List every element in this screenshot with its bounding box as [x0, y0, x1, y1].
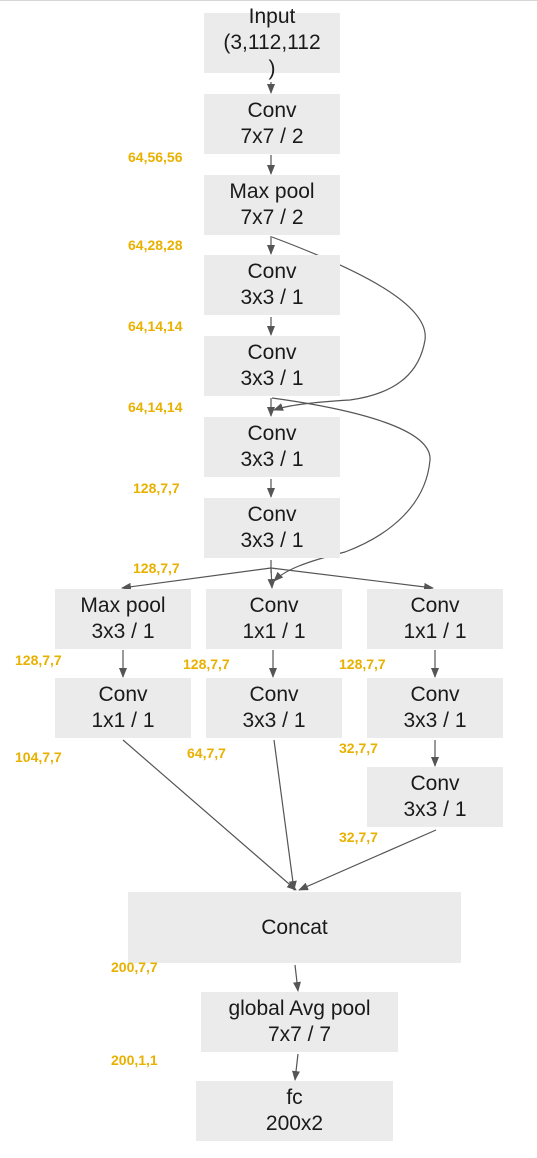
fc-detail: 200x2 — [265, 1112, 324, 1135]
input-node: Input (3,112,112 ) — [204, 5, 340, 80]
edge-split-b1 — [121, 567, 272, 591]
branch3-conv1-title: Conv — [410, 594, 460, 617]
branch3-conv1-detail: 1x1 / 1 — [403, 620, 467, 643]
fc-node: fc 200x2 — [196, 1081, 393, 1141]
edge-b3-concat — [298, 829, 437, 891]
branch1-conv-node: Conv 1x1 / 1 — [55, 678, 191, 738]
branch3-conv3b-title: Conv — [410, 772, 460, 795]
branch1-pool-node: Max pool 3x3 / 1 — [55, 589, 191, 649]
branch2-conv1-node: Conv 1x1 / 1 — [206, 589, 342, 649]
branch3-conv3b-node: Conv 3x3 / 1 — [367, 767, 503, 827]
dim-label: 128,7,7 — [133, 560, 180, 576]
conv5-node: Conv 3x3 / 1 — [204, 498, 340, 558]
dim-label: 64,14,14 — [128, 318, 183, 334]
branch1-conv-detail: 1x1 / 1 — [91, 709, 155, 732]
top-border — [0, 0, 537, 1]
conv3-detail: 3x3 / 1 — [240, 367, 304, 390]
edge-b2-concat — [273, 739, 297, 891]
dim-label: 64,14,14 — [128, 399, 183, 415]
conv5-detail: 3x3 / 1 — [240, 529, 304, 552]
branch3-conv3a-node: Conv 3x3 / 1 — [367, 678, 503, 738]
global-avg-pool-node: global Avg pool 7x7 / 7 — [201, 992, 398, 1052]
conv1-title: Conv — [247, 99, 297, 122]
dim-label: 128,7,7 — [15, 652, 62, 668]
dim-label: 64,56,56 — [128, 149, 183, 165]
conv4-detail: 3x3 / 1 — [240, 448, 304, 471]
branch1-pool-detail: 3x3 / 1 — [91, 620, 155, 643]
branch3-conv3a-detail: 3x3 / 1 — [403, 709, 467, 732]
pool1-node: Max pool 7x7 / 2 — [204, 175, 340, 235]
edge-split-b2 — [267, 567, 276, 589]
edge-skip-conv3-split — [271, 397, 431, 582]
branch1-pool-title: Max pool — [80, 594, 166, 617]
dim-label: 128,7,7 — [339, 656, 386, 672]
edge-skip-pool1-conv4 — [271, 236, 426, 411]
input-node-shape-end: ) — [268, 57, 276, 80]
conv1-detail: 7x7 / 2 — [240, 125, 304, 148]
dim-label: 64,28,28 — [128, 237, 183, 253]
dim-label: 32,7,7 — [339, 740, 378, 756]
dim-label: 32,7,7 — [339, 829, 378, 845]
global-avg-pool-title: global Avg pool — [228, 997, 371, 1020]
branch2-conv3-node: Conv 3x3 / 1 — [206, 678, 342, 738]
pool1-detail: 7x7 / 2 — [240, 206, 304, 229]
branch2-conv1-title: Conv — [249, 594, 299, 617]
edge-split-b3 — [270, 567, 434, 591]
branch3-conv3a-title: Conv — [410, 683, 460, 706]
dim-label: 128,7,7 — [133, 480, 180, 496]
dim-label: 64,7,7 — [187, 745, 226, 761]
conv2-detail: 3x3 / 1 — [240, 286, 304, 309]
conv2-title: Conv — [247, 260, 297, 283]
conv3-title: Conv — [247, 341, 297, 364]
concat-node: Concat — [128, 892, 461, 963]
fc-title: fc — [286, 1086, 303, 1109]
edge-gap-fc — [292, 1053, 301, 1081]
branch2-conv1-detail: 1x1 / 1 — [242, 620, 306, 643]
conv1-node: Conv 7x7 / 2 — [204, 94, 340, 154]
conv5-title: Conv — [247, 503, 297, 526]
concat-title: Concat — [261, 915, 328, 939]
dim-label: 128,7,7 — [183, 656, 230, 672]
input-node-shape: (3,112,112 — [223, 31, 321, 54]
conv3-node: Conv 3x3 / 1 — [204, 336, 340, 396]
conv2-node: Conv 3x3 / 1 — [204, 255, 340, 315]
global-avg-pool-detail: 7x7 / 7 — [267, 1023, 332, 1046]
edge-concat-gap — [292, 964, 301, 992]
branch3-conv3b-detail: 3x3 / 1 — [403, 798, 467, 821]
branch2-conv3-detail: 3x3 / 1 — [242, 709, 306, 732]
dim-label: 104,7,7 — [15, 749, 62, 765]
branch2-conv3-title: Conv — [249, 683, 299, 706]
edge-b1-concat — [122, 739, 297, 891]
branch3-conv1-node: Conv 1x1 / 1 — [367, 589, 503, 649]
pool1-title: Max pool — [229, 180, 315, 203]
input-node-title: Input — [248, 5, 296, 28]
conv4-title: Conv — [247, 422, 297, 445]
branch1-conv-title: Conv — [98, 683, 148, 706]
conv4-node: Conv 3x3 / 1 — [204, 417, 340, 477]
dim-label: 200,7,7 — [111, 959, 158, 975]
dim-label: 200,1,1 — [111, 1052, 158, 1068]
